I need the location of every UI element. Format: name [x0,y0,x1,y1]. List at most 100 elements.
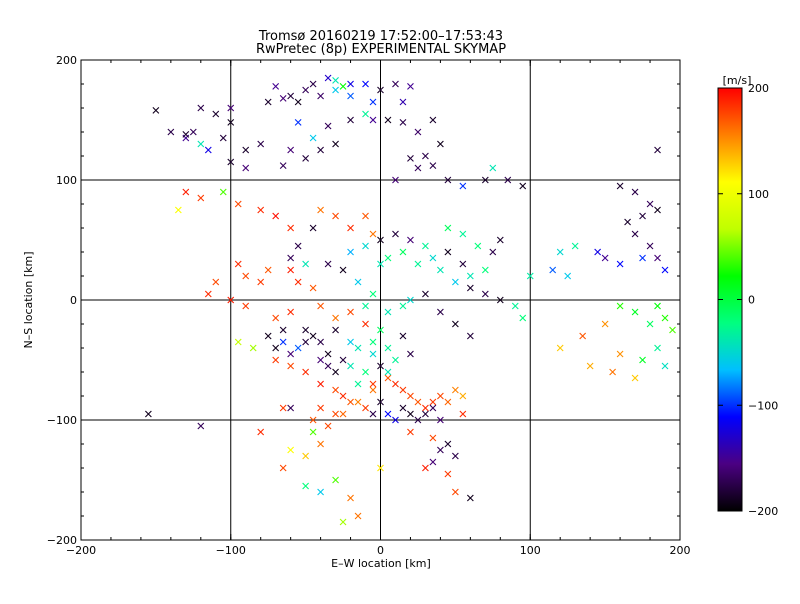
cross-marker [227,119,235,126]
cross-marker [399,98,407,106]
cross-marker [332,212,339,220]
cross-marker [309,80,317,88]
cross-marker [257,428,265,436]
cross-marker [437,140,444,148]
cross-marker [362,212,369,220]
cross-marker [369,350,377,358]
cross-marker [646,242,654,250]
cross-marker [422,404,429,412]
cross-marker [444,398,452,406]
y-tick-label: −200 [47,534,77,547]
cross-marker [639,356,646,364]
cross-marker [302,155,310,162]
cross-marker [594,248,602,256]
cross-marker [377,86,384,94]
cross-marker [407,296,414,304]
cross-marker [422,152,429,160]
colorbar-unit-label: [m/s] [723,74,752,87]
cross-marker [309,134,317,142]
cross-marker [429,254,437,262]
cross-marker [354,512,362,520]
cross-marker [242,146,250,154]
cross-marker [219,188,227,196]
cross-marker [354,278,362,286]
cross-marker [287,350,295,358]
cross-marker [489,248,497,256]
cross-marker [496,296,504,304]
cross-marker [549,266,557,274]
cross-marker [631,230,639,238]
cross-marker [279,338,287,346]
cross-marker [317,338,324,346]
cross-marker [354,344,362,352]
cross-marker [264,332,272,340]
y-tick-label: −100 [47,414,77,427]
colorbar-tick-label: 200 [748,82,769,95]
cross-marker [287,446,295,454]
cross-marker [279,326,287,334]
cross-marker [347,398,354,406]
chart-subtitle: RwPretec (8p) EXPERIMENTAL SKYMAP [256,42,506,57]
cross-marker [287,146,295,154]
cross-marker [429,162,437,169]
cross-marker [174,206,182,214]
cross-marker [317,146,324,154]
cross-marker [369,290,377,298]
cross-marker [474,242,482,250]
cross-marker [586,362,594,370]
cross-marker [332,410,339,418]
cross-marker [369,386,377,394]
cross-marker [384,374,392,382]
cross-marker [324,74,332,82]
cross-marker [272,314,280,322]
cross-marker [579,332,587,340]
cross-marker [354,398,362,406]
cross-marker [384,308,392,316]
cross-marker [414,260,422,268]
colorbar: 200 100 0 −100 −200 [717,82,778,518]
y-tick-label: 0 [70,294,77,307]
cross-marker [302,482,310,490]
cross-marker [459,392,467,400]
cross-marker [347,308,354,316]
colorbar-tick-label: 0 [748,294,755,307]
cross-marker [422,242,429,250]
cross-marker [392,356,399,364]
cross-marker [369,116,377,124]
cross-marker [279,162,287,169]
cross-marker [309,332,317,340]
cross-marker [631,188,639,196]
cross-marker [317,404,324,412]
cross-marker [272,344,280,352]
cross-marker [646,200,654,208]
cross-marker [459,182,467,190]
cross-marker [332,386,339,394]
cross-marker [451,488,459,496]
cross-marker [407,236,414,244]
cross-marker [624,218,631,226]
cross-marker [384,344,392,352]
cross-marker [227,158,235,166]
cross-marker [249,344,257,352]
cross-marker [227,296,235,304]
cross-marker [362,110,369,118]
cross-marker [437,446,444,454]
cross-marker [272,83,280,90]
cross-marker [204,290,212,298]
cross-marker [242,272,250,280]
cross-marker [661,266,669,274]
cross-marker [384,368,392,376]
cross-marker [601,320,609,328]
cross-marker [234,200,242,208]
cross-marker [459,410,467,418]
cross-marker [654,206,661,214]
cross-marker [459,230,467,238]
cross-marker [324,260,332,268]
cross-marker [392,380,399,388]
cross-marker [212,110,220,118]
cross-marker [377,236,384,244]
cross-marker [339,518,347,526]
cross-marker [347,116,354,124]
cross-marker [339,83,347,90]
cross-marker [369,338,377,346]
